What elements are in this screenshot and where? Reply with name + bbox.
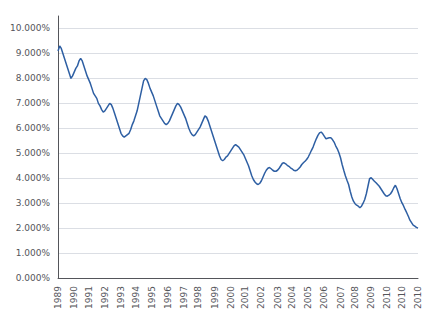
svg-text:2000: 2000 — [226, 286, 236, 309]
svg-text:1994: 1994 — [131, 286, 141, 309]
svg-text:2004: 2004 — [287, 286, 297, 309]
svg-text:1996: 1996 — [163, 286, 173, 309]
svg-text:2010: 2010 — [382, 286, 392, 309]
svg-text:0.000%: 0.000% — [16, 273, 51, 283]
svg-text:1990: 1990 — [69, 286, 79, 309]
svg-text:7.000%: 7.000% — [16, 98, 51, 108]
svg-text:1992: 1992 — [100, 286, 110, 309]
svg-text:3.000%: 3.000% — [16, 198, 51, 208]
svg-text:2008: 2008 — [350, 286, 360, 309]
svg-text:2005: 2005 — [303, 286, 313, 309]
svg-text:5.000%: 5.000% — [16, 148, 51, 158]
svg-text:2010: 2010 — [413, 286, 423, 309]
svg-text:2007: 2007 — [336, 286, 346, 309]
svg-text:2006: 2006 — [319, 286, 329, 309]
svg-text:1993: 1993 — [116, 286, 126, 309]
svg-text:1998: 1998 — [193, 286, 203, 309]
svg-text:2002: 2002 — [256, 286, 266, 309]
svg-text:10.000%: 10.000% — [10, 23, 50, 33]
svg-text:1.000%: 1.000% — [16, 248, 51, 258]
svg-text:1999: 1999 — [210, 286, 220, 309]
svg-text:4.000%: 4.000% — [16, 173, 51, 183]
svg-text:2001: 2001 — [240, 286, 250, 309]
svg-text:2009: 2009 — [366, 286, 376, 309]
svg-text:9.000%: 9.000% — [16, 48, 51, 58]
svg-text:1997: 1997 — [179, 286, 189, 309]
svg-text:8.000%: 8.000% — [16, 73, 51, 83]
svg-text:6.000%: 6.000% — [16, 123, 51, 133]
svg-text:1989: 1989 — [53, 286, 63, 309]
svg-text:2003: 2003 — [273, 286, 283, 309]
svg-text:2010: 2010 — [397, 286, 407, 309]
svg-text:1991: 1991 — [84, 286, 94, 309]
svg-text:1995: 1995 — [147, 286, 157, 309]
svg-text:2.000%: 2.000% — [16, 223, 51, 233]
